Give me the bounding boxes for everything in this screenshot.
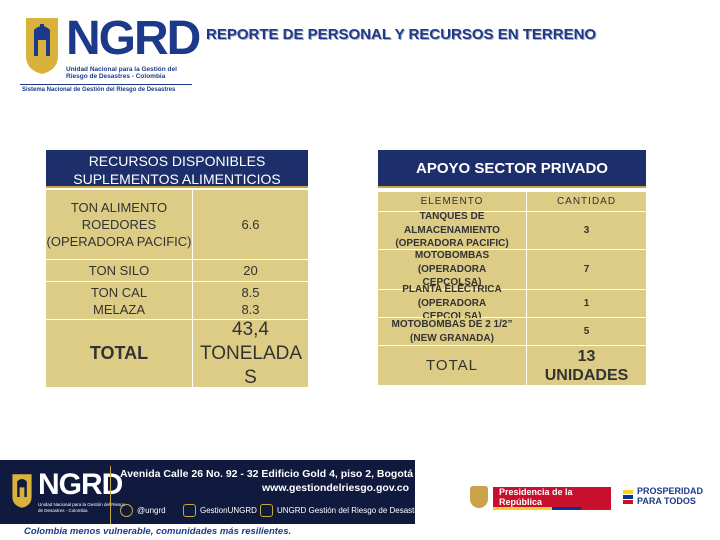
- facebook-link[interactable]: GestionUNGRD: [183, 504, 257, 517]
- footer-slogan: Colombia menos vulnerable, comunidades m…: [24, 526, 292, 537]
- footer-divider: [110, 466, 111, 526]
- total-row: TOTAL 43,4 TONELADA S: [46, 319, 308, 388]
- row-value: 5: [526, 318, 646, 345]
- row-item: TON CAL MELAZA: [90, 284, 148, 317]
- footer-address: Avenida Calle 26 No. 92 - 32 Edificio Go…: [120, 468, 435, 480]
- prosperidad-icon: [623, 490, 633, 504]
- total-value: 43,4 TONELADA S: [192, 319, 308, 388]
- table-row: MOTOBOMBAS (OPERADORA CEPCOLSA) 7: [378, 250, 646, 290]
- row-value: 20: [192, 260, 308, 281]
- footer-logo-wordmark: NGRD: [38, 468, 123, 501]
- logo-wordmark: NGRD: [66, 12, 201, 65]
- row-value: 1: [526, 290, 646, 317]
- row-item: TON SILO: [88, 263, 150, 278]
- total-label: TOTAL: [89, 343, 149, 363]
- footer-website-link[interactable]: www.gestiondelriesgo.gov.co: [262, 482, 410, 494]
- row-item: TANQUES DE ALMACENAMIENTO (OPERADORA PAC…: [395, 211, 509, 250]
- twitter-link[interactable]: @ungrd: [120, 504, 166, 517]
- logo-subtitle: Unidad Nacional para la Gestión del Ries…: [66, 66, 177, 80]
- twitter-icon: [120, 504, 133, 517]
- twitter-handle: @ungrd: [137, 506, 166, 515]
- youtube-handle: UNGRD Gestión del Riesgo de Desastres: [277, 506, 426, 515]
- ngrd-emblem-icon: [26, 18, 58, 74]
- row-item: PLANTA ELÉCTRICA (OPERADORA CEPCOLSA): [402, 284, 502, 323]
- total-row: TOTAL 13 UNIDADES: [378, 346, 646, 386]
- row-item: MOTOBOMBAS DE 2 1/2” (NEW GRANADA): [391, 319, 513, 344]
- youtube-icon: [260, 504, 273, 517]
- presidencia-logo: Presidencia de la República: [493, 487, 611, 507]
- total-label: TOTAL: [426, 356, 478, 374]
- logo-rule: [20, 84, 192, 85]
- left-table-header: RECURSOS DISPONIBLES SUPLEMENTOS ALIMENT…: [46, 150, 308, 188]
- facebook-icon: [183, 504, 196, 517]
- page-title: REPORTE DE PERSONAL Y RECURSOS EN TERREN…: [206, 26, 597, 43]
- table-row: MOTOBOMBAS DE 2 1/2” (NEW GRANADA) 5: [378, 318, 646, 346]
- footer-slogan-bar: Colombia menos vulnerable, comunidades m…: [0, 524, 720, 540]
- table-row: TANQUES DE ALMACENAMIENTO (OPERADORA PAC…: [378, 211, 646, 250]
- row-value: 8.5 8.3: [192, 282, 308, 319]
- table-row: TON CAL MELAZA 8.5 8.3: [46, 282, 308, 320]
- table-row: TON ALIMENTO ROEDORES (OPERADORA PACIFIC…: [46, 190, 308, 260]
- footer-banner: NGRD Unidad Nacional para la Gestión del…: [0, 460, 720, 540]
- table-row: TON SILO 20: [46, 260, 308, 282]
- row-item: MOTOBOMBAS (OPERADORA CEPCOLSA): [414, 250, 490, 289]
- column-header-elemento: ELEMENTO: [420, 195, 484, 207]
- ngrd-emblem-icon: [12, 474, 32, 508]
- row-value: 6.6: [192, 190, 308, 259]
- row-value: 3: [526, 212, 646, 249]
- colombia-shield-icon: [470, 486, 488, 508]
- prosperidad-logo: PROSPERIDAD PARA TODOS: [637, 486, 704, 506]
- footer-partner-panel: Presidencia de la República PROSPERIDAD …: [415, 460, 720, 536]
- right-table-header: APOYO SECTOR PRIVADO: [378, 150, 646, 188]
- row-item: TON ALIMENTO ROEDORES (OPERADORA PACIFIC…: [46, 200, 192, 249]
- column-header-row: ELEMENTO CANTIDAD: [378, 192, 646, 212]
- table-row: PLANTA ELÉCTRICA (OPERADORA CEPCOLSA) 1: [378, 284, 646, 323]
- facebook-handle: GestionUNGRD: [200, 506, 257, 515]
- footer-logo: NGRD Unidad Nacional para la Gestión del…: [8, 466, 128, 528]
- row-value: 7: [526, 250, 646, 289]
- total-value: 13 UNIDADES: [526, 346, 646, 385]
- colombia-flag-stripe: [493, 507, 611, 510]
- ngrd-logo: NGRD Unidad Nacional para la Gestión del…: [18, 12, 201, 93]
- logo-bottom-text: Sistema Nacional de Gestión del Riesgo d…: [22, 87, 176, 93]
- youtube-link[interactable]: UNGRD Gestión del Riesgo de Desastres: [260, 504, 426, 517]
- footer-logo-subtitle: Unidad Nacional para la Gestión del Ries…: [38, 502, 126, 513]
- column-header-cantidad: CANTIDAD: [526, 192, 646, 211]
